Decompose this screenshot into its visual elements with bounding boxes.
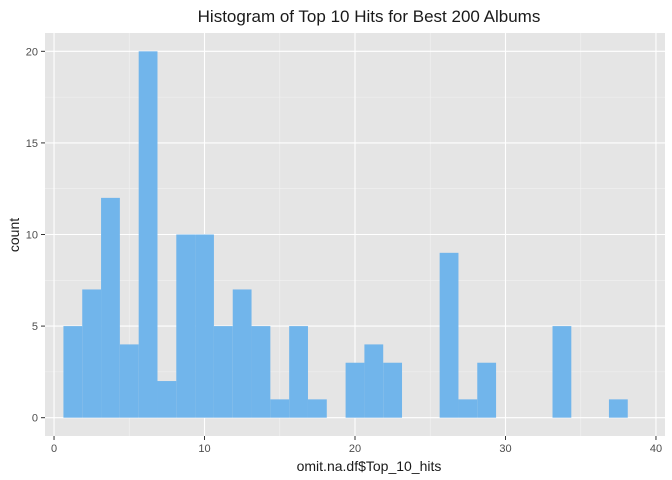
histogram-bar <box>176 234 196 418</box>
y-tick-label: 10 <box>26 230 38 242</box>
histogram-bar <box>608 399 628 418</box>
histogram-bar <box>138 51 158 418</box>
chart-title: Histogram of Top 10 Hits for Best 200 Al… <box>198 7 541 26</box>
histogram-bar <box>213 326 233 418</box>
histogram-bar <box>477 362 497 418</box>
histogram-bar <box>270 399 290 418</box>
x-tick-label: 0 <box>51 443 57 455</box>
y-tick-label: 5 <box>32 321 38 333</box>
y-tick-label: 0 <box>32 413 38 425</box>
histogram-bar <box>251 326 271 418</box>
x-tick-label: 40 <box>650 443 662 455</box>
histogram-bar <box>63 326 83 418</box>
histogram-bar <box>307 399 327 418</box>
histogram-bar <box>195 234 214 418</box>
x-tick-label: 10 <box>198 443 210 455</box>
histogram-bar <box>119 344 139 418</box>
histogram-bar <box>383 362 403 418</box>
histogram-bar <box>232 289 252 418</box>
x-axis-label: omit.na.df$Top_10_hits <box>297 458 442 474</box>
y-axis: 0 5 10 15 20 <box>26 46 45 425</box>
x-axis: 0 10 20 30 40 <box>51 436 662 455</box>
histogram-bar <box>345 362 365 418</box>
y-tick-label: 15 <box>26 138 38 150</box>
x-tick-label: 30 <box>499 443 511 455</box>
histogram-bar <box>157 381 177 418</box>
y-tick-label: 20 <box>26 46 38 58</box>
histogram-bar <box>364 344 384 418</box>
histogram-bar <box>439 252 459 418</box>
histogram-bar <box>82 289 102 418</box>
histogram-bars <box>63 51 628 418</box>
x-tick-label: 20 <box>349 443 361 455</box>
histogram-bar <box>101 197 120 418</box>
histogram-bar <box>289 326 308 418</box>
y-axis-label: count <box>6 218 22 252</box>
histogram-bar <box>552 326 572 418</box>
histogram-bar <box>458 399 478 418</box>
